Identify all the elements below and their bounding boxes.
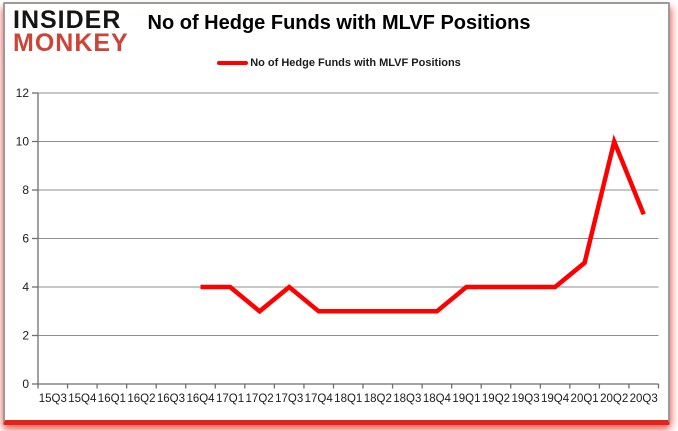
svg-text:16Q2: 16Q2	[127, 393, 155, 405]
svg-text:19Q2: 19Q2	[482, 393, 510, 405]
svg-text:18Q3: 18Q3	[393, 393, 421, 405]
chart-title: No of Hedge Funds with MLVF Positions	[147, 12, 531, 34]
svg-text:20Q1: 20Q1	[571, 393, 599, 405]
svg-text:20Q2: 20Q2	[600, 393, 628, 405]
svg-text:18Q2: 18Q2	[364, 393, 392, 405]
svg-text:16Q1: 16Q1	[98, 393, 126, 405]
logo-insider-text: INSIDER	[13, 6, 122, 34]
svg-text:16Q3: 16Q3	[157, 393, 185, 405]
svg-text:17Q2: 17Q2	[246, 393, 274, 405]
legend-label: No of Hedge Funds with MLVF Positions	[250, 57, 461, 69]
svg-text:2: 2	[22, 329, 29, 343]
svg-text:16Q4: 16Q4	[186, 393, 215, 405]
insider-monkey-logo: INSIDER MONKEY	[13, 6, 129, 57]
legend-line-icon	[217, 61, 249, 65]
svg-text:18Q1: 18Q1	[334, 393, 362, 405]
svg-text:10: 10	[16, 135, 30, 149]
svg-text:17Q4: 17Q4	[305, 393, 334, 405]
svg-text:15Q3: 15Q3	[39, 393, 67, 405]
svg-text:19Q4: 19Q4	[541, 393, 570, 405]
logo-monkey-text: MONKEY	[13, 29, 129, 57]
svg-text:4: 4	[22, 280, 29, 294]
chart-legend: No of Hedge Funds with MLVF Positions	[0, 57, 678, 69]
svg-text:19Q1: 19Q1	[452, 393, 480, 405]
svg-text:6: 6	[22, 232, 29, 246]
svg-text:17Q1: 17Q1	[216, 393, 244, 405]
svg-text:19Q3: 19Q3	[511, 393, 539, 405]
svg-text:20Q3: 20Q3	[630, 393, 658, 405]
svg-text:15Q4: 15Q4	[68, 393, 97, 405]
svg-text:0: 0	[22, 377, 29, 391]
svg-text:17Q3: 17Q3	[275, 393, 303, 405]
svg-text:18Q4: 18Q4	[423, 393, 452, 405]
svg-text:12: 12	[16, 86, 30, 100]
svg-text:8: 8	[22, 183, 29, 197]
